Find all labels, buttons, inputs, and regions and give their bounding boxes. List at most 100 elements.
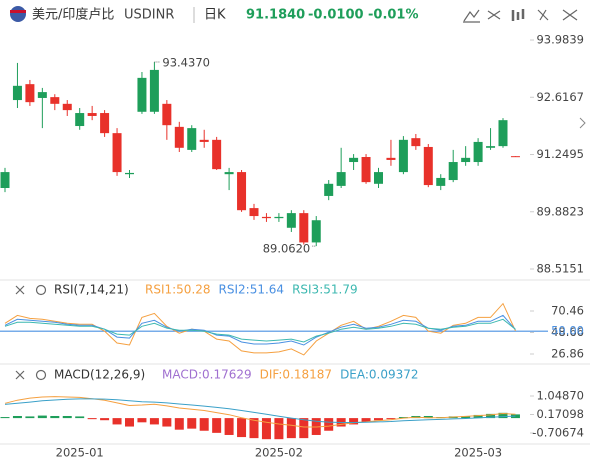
high-label: 93.4370 bbox=[162, 55, 210, 69]
change-pct: -0.01% bbox=[368, 8, 419, 23]
change: -0.0100 bbox=[308, 8, 364, 23]
candle-body bbox=[374, 172, 383, 184]
rsi-settings[interactable] bbox=[35, 284, 47, 296]
histogram-bar bbox=[100, 418, 110, 421]
candle-body bbox=[249, 208, 259, 217]
candle-body bbox=[498, 120, 508, 147]
legend-entry: DIF:0.18187 bbox=[260, 368, 332, 382]
candle-body bbox=[386, 157, 396, 160]
candle-body bbox=[336, 172, 346, 186]
candle-body bbox=[0, 172, 10, 188]
candle-body bbox=[324, 183, 334, 196]
histogram-bar bbox=[286, 418, 296, 439]
histogram-bar bbox=[224, 418, 234, 435]
histogram-bar bbox=[486, 413, 496, 419]
histogram-bar bbox=[0, 417, 10, 419]
y-tick-label: 1.04870 bbox=[536, 388, 584, 402]
legend-entry: DEA:0.09372 bbox=[340, 368, 419, 382]
reference-label: 50.00 bbox=[551, 324, 584, 338]
legend-entry: RSI1:50.28 bbox=[145, 283, 211, 297]
histogram-bar bbox=[249, 418, 259, 439]
histogram-bar bbox=[137, 418, 147, 423]
candle-body bbox=[261, 216, 271, 219]
candle-body bbox=[212, 139, 222, 170]
candle-body bbox=[448, 162, 458, 181]
candle-body bbox=[174, 126, 184, 148]
candle-body bbox=[311, 220, 321, 243]
candle-body bbox=[299, 213, 309, 243]
histogram-bar bbox=[174, 418, 184, 430]
histogram-bar bbox=[374, 418, 383, 421]
histogram-bar bbox=[125, 418, 134, 427]
candle-body bbox=[162, 103, 172, 126]
candle-body bbox=[25, 84, 35, 103]
histogram-bar bbox=[423, 415, 433, 419]
histogram-bar bbox=[12, 415, 22, 419]
y-tick-label: 92.6167 bbox=[536, 90, 584, 104]
macd-settings[interactable] bbox=[35, 369, 47, 381]
header: 美元/印度卢比 USDINR 日K 91.1840 -0.0100 -0.01% bbox=[10, 6, 578, 23]
candle-body bbox=[50, 97, 60, 104]
candle-body bbox=[398, 139, 408, 173]
candle-body bbox=[411, 138, 421, 147]
x-tick-label: 2025-01 bbox=[56, 446, 104, 460]
candle-body bbox=[423, 146, 433, 186]
y-tick-label: 0.17098 bbox=[536, 407, 584, 421]
period[interactable]: 日K bbox=[204, 8, 226, 23]
chart-type-button[interactable] bbox=[511, 9, 525, 21]
candle-body bbox=[199, 139, 209, 142]
candle-body bbox=[461, 157, 471, 163]
expand-button[interactable] bbox=[579, 117, 586, 129]
indicator-button[interactable] bbox=[463, 9, 480, 23]
y-tick-label: 48.66 bbox=[551, 325, 584, 339]
histogram-bar bbox=[361, 418, 371, 423]
legend-entry: RSI3:51.79 bbox=[292, 283, 358, 297]
remove-rsi[interactable] bbox=[15, 285, 25, 295]
candle-body bbox=[361, 157, 371, 183]
indicator-line bbox=[4, 318, 516, 343]
histogram-bar bbox=[87, 418, 97, 420]
histogram-bar bbox=[324, 418, 334, 431]
close-button[interactable] bbox=[562, 9, 578, 21]
histogram-bar bbox=[37, 415, 47, 419]
histogram-bar bbox=[498, 412, 508, 419]
candle-body bbox=[37, 92, 47, 98]
histogram-bar bbox=[461, 415, 471, 419]
histogram-bar bbox=[212, 418, 222, 433]
remove-macd[interactable] bbox=[15, 370, 25, 380]
histogram-bar bbox=[473, 414, 483, 419]
y-tick-label: 88.5151 bbox=[536, 262, 584, 276]
pair-name: 美元/印度卢比 bbox=[32, 7, 114, 23]
histogram-bar bbox=[199, 418, 209, 431]
candle-body bbox=[62, 103, 72, 111]
compare-button[interactable] bbox=[487, 10, 501, 20]
legend-entry: RSI2:51.64 bbox=[219, 283, 285, 297]
histogram-bar bbox=[386, 418, 396, 420]
histogram-bar bbox=[274, 418, 284, 440]
candle-body bbox=[274, 216, 284, 219]
macd-title: MACD(12,26,9) bbox=[54, 368, 145, 382]
candle-body bbox=[349, 157, 359, 163]
histogram-bar bbox=[149, 418, 159, 425]
flag-stripe bbox=[10, 10, 26, 13]
candle-body bbox=[75, 113, 85, 127]
candle-body bbox=[286, 213, 296, 228]
y-tick-label: 91.2495 bbox=[536, 147, 584, 161]
candle-body bbox=[224, 172, 234, 175]
indicator-line bbox=[4, 302, 516, 356]
histogram-bar bbox=[25, 416, 35, 419]
x-tick-label: 2025-02 bbox=[255, 446, 303, 460]
candle-body bbox=[187, 128, 197, 150]
y-tick-label: 89.8823 bbox=[536, 204, 584, 218]
low-label: 89.0620 bbox=[263, 242, 311, 256]
x-tick-label: 2025-03 bbox=[454, 446, 502, 460]
candle-body bbox=[473, 141, 483, 163]
rsi-title: RSI(7,14,21) bbox=[54, 283, 129, 297]
candle-body bbox=[436, 177, 446, 186]
candle-body bbox=[510, 156, 520, 158]
histogram-bar bbox=[261, 418, 271, 440]
draw-button[interactable] bbox=[537, 9, 549, 21]
candle-body bbox=[125, 172, 134, 175]
legend-entry: MACD:0.17629 bbox=[162, 368, 252, 382]
